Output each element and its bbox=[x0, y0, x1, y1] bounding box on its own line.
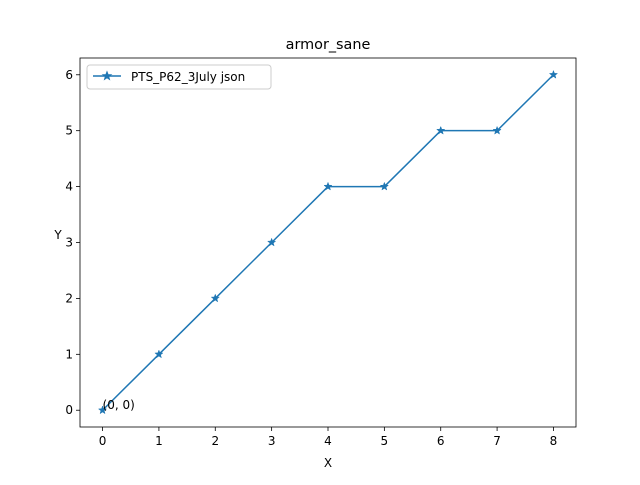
legend-label: PTS_P62_3July json bbox=[131, 70, 245, 84]
data-point-star bbox=[548, 69, 559, 79]
y-tick-label: 4 bbox=[65, 180, 73, 194]
x-tick-label: 3 bbox=[268, 434, 276, 448]
y-tick-label: 2 bbox=[65, 291, 73, 305]
data-point-star bbox=[379, 181, 390, 191]
x-tick-label: 8 bbox=[550, 434, 558, 448]
y-tick-label: 0 bbox=[65, 403, 73, 417]
annotation-layer: (0, 0) bbox=[103, 398, 135, 412]
data-point-star bbox=[210, 293, 220, 303]
x-tick-label: 6 bbox=[437, 434, 445, 448]
point-annotation: (0, 0) bbox=[103, 398, 135, 412]
legend-star-marker bbox=[101, 70, 113, 81]
legend: PTS_P62_3July json bbox=[86, 64, 272, 90]
y-axis-label: Y bbox=[53, 228, 62, 242]
chart-title: armor_sane bbox=[286, 37, 371, 53]
y-tick-label: 6 bbox=[65, 68, 73, 82]
x-tick-label: 7 bbox=[493, 434, 501, 448]
legend-box bbox=[86, 64, 272, 90]
data-point-star bbox=[436, 125, 446, 135]
x-axis-label: X bbox=[324, 456, 332, 470]
data-point-star bbox=[97, 405, 108, 415]
data-point-star bbox=[492, 125, 502, 135]
x-tick-label: 5 bbox=[381, 434, 389, 448]
plot-area bbox=[80, 58, 576, 427]
x-tick-label: 0 bbox=[99, 434, 107, 448]
y-axis-ticks: 0 1 2 3 4 5 6 bbox=[65, 68, 80, 417]
x-tick-label: 2 bbox=[211, 434, 219, 448]
data-point-star bbox=[266, 237, 277, 247]
y-tick-label: 1 bbox=[65, 347, 73, 361]
y-tick-label: 3 bbox=[65, 236, 73, 250]
x-axis-ticks: 0 1 2 3 4 5 6 7 8 bbox=[99, 427, 558, 448]
data-point-star bbox=[154, 349, 164, 359]
x-tick-label: 4 bbox=[324, 434, 332, 448]
x-tick-label: 1 bbox=[155, 434, 163, 448]
series-layer bbox=[97, 69, 559, 415]
data-point-star bbox=[323, 181, 333, 191]
y-tick-label: 5 bbox=[65, 124, 73, 138]
plot-border bbox=[79, 57, 577, 428]
